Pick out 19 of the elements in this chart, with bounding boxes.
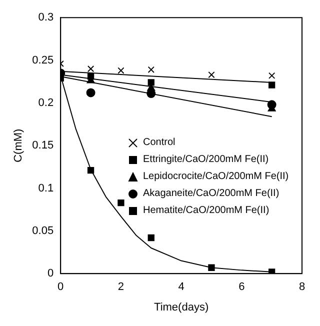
x-tick-label: 4 — [178, 281, 184, 294]
legend-label: Control — [143, 136, 176, 150]
x-tick-label: 8 — [298, 281, 306, 294]
legend-label: Lepidocrocite/CaO/200mM Fe(II) — [143, 170, 289, 184]
legend-label: Akaganeite/CaO/200mM Fe(II) — [143, 187, 280, 201]
y-tick-label: 0.05 — [32, 224, 54, 237]
y-axis-title: C(mM) — [12, 128, 25, 162]
legend-label: Hematite/CaO/200mM Fe(II) — [143, 204, 270, 218]
y-tick-label: 0.1 — [38, 182, 54, 194]
legend-label: Ettringite/CaO/200mM Fe(II) — [143, 153, 269, 167]
y-tick-label: 0.2 — [38, 96, 54, 109]
x-tick-label: 0 — [58, 281, 64, 294]
x-axis-title: Time(days) — [154, 301, 209, 314]
x-tick-label: 6 — [238, 281, 245, 294]
x-tick-label: 2 — [118, 281, 124, 294]
y-tick-label: 0 — [47, 268, 54, 280]
y-tick-label: 0.15 — [32, 140, 54, 152]
y-tick-label: 0.3 — [38, 12, 54, 24]
y-tick-label: 0.25 — [32, 54, 54, 66]
